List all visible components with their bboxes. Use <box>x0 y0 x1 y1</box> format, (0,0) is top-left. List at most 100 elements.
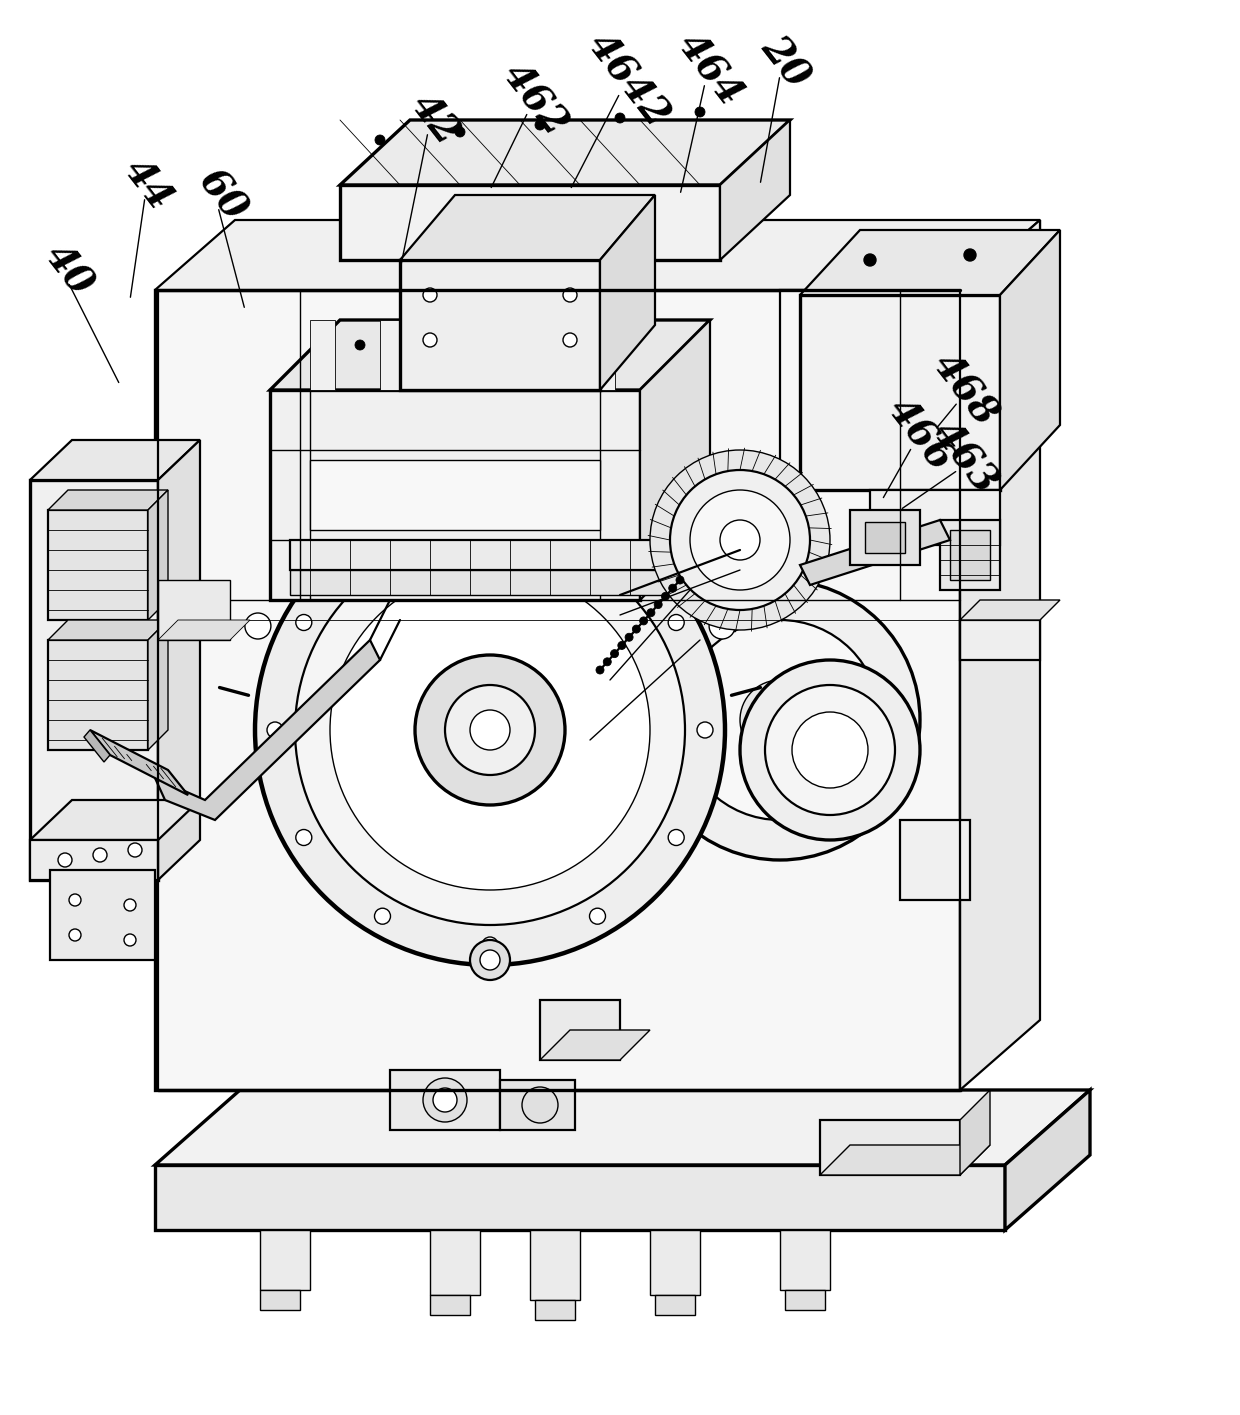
Polygon shape <box>155 640 379 821</box>
Polygon shape <box>391 1070 500 1131</box>
Text: 40: 40 <box>36 238 99 303</box>
Text: 42: 42 <box>403 88 466 153</box>
Polygon shape <box>270 320 711 391</box>
Circle shape <box>295 535 684 925</box>
Polygon shape <box>48 640 148 750</box>
Polygon shape <box>600 195 655 391</box>
Polygon shape <box>520 320 546 391</box>
Circle shape <box>523 483 549 509</box>
Polygon shape <box>650 1230 701 1295</box>
Circle shape <box>515 327 525 337</box>
Polygon shape <box>157 580 229 640</box>
Circle shape <box>689 490 790 590</box>
Circle shape <box>632 625 640 633</box>
Circle shape <box>69 930 81 941</box>
Polygon shape <box>529 1230 580 1300</box>
Polygon shape <box>30 841 157 880</box>
Text: 466: 466 <box>880 392 960 478</box>
Circle shape <box>765 685 895 815</box>
Polygon shape <box>155 290 960 1090</box>
Text: 44: 44 <box>117 151 180 218</box>
Polygon shape <box>91 730 188 795</box>
Polygon shape <box>155 219 1040 290</box>
Circle shape <box>668 614 684 631</box>
Circle shape <box>631 528 657 553</box>
Circle shape <box>128 843 143 857</box>
Polygon shape <box>800 519 950 584</box>
Polygon shape <box>999 231 1060 490</box>
Polygon shape <box>640 320 711 600</box>
Circle shape <box>668 584 677 593</box>
Circle shape <box>563 333 577 347</box>
Polygon shape <box>310 460 600 531</box>
Circle shape <box>595 321 605 331</box>
Circle shape <box>445 685 534 775</box>
Text: 462: 462 <box>495 57 575 143</box>
Polygon shape <box>290 541 701 570</box>
Polygon shape <box>539 1030 650 1060</box>
Text: 4642: 4642 <box>580 25 676 134</box>
Polygon shape <box>960 620 1040 659</box>
Polygon shape <box>950 531 990 580</box>
Circle shape <box>296 829 311 846</box>
Circle shape <box>330 570 650 890</box>
Circle shape <box>408 488 434 514</box>
Polygon shape <box>960 219 1040 1090</box>
Circle shape <box>124 934 136 947</box>
Circle shape <box>124 899 136 911</box>
Circle shape <box>720 519 760 560</box>
Polygon shape <box>655 1295 694 1315</box>
Circle shape <box>618 641 626 649</box>
Circle shape <box>93 848 107 862</box>
Circle shape <box>610 649 619 658</box>
Circle shape <box>963 249 976 260</box>
Circle shape <box>305 542 331 567</box>
Polygon shape <box>849 509 920 565</box>
Circle shape <box>596 666 604 674</box>
Polygon shape <box>960 1090 990 1174</box>
Circle shape <box>470 710 510 750</box>
Polygon shape <box>1004 1090 1090 1230</box>
Polygon shape <box>157 440 200 880</box>
Circle shape <box>267 722 283 739</box>
Polygon shape <box>155 1090 1090 1165</box>
Circle shape <box>709 613 735 640</box>
Polygon shape <box>50 870 155 959</box>
Circle shape <box>355 340 365 350</box>
Polygon shape <box>401 260 600 391</box>
Polygon shape <box>84 730 110 763</box>
Circle shape <box>792 712 868 788</box>
Polygon shape <box>960 600 1060 620</box>
Circle shape <box>482 937 498 952</box>
Text: 468: 468 <box>925 347 1004 433</box>
Circle shape <box>470 940 510 981</box>
Circle shape <box>864 255 875 266</box>
Polygon shape <box>157 620 250 640</box>
Circle shape <box>625 634 634 641</box>
Polygon shape <box>590 320 615 391</box>
Polygon shape <box>30 480 157 880</box>
Polygon shape <box>800 231 1060 294</box>
Circle shape <box>246 613 270 640</box>
Circle shape <box>647 608 655 617</box>
Circle shape <box>589 908 605 924</box>
Circle shape <box>534 120 546 130</box>
Circle shape <box>655 600 662 608</box>
Circle shape <box>668 829 684 846</box>
Polygon shape <box>148 490 167 620</box>
Circle shape <box>296 614 311 631</box>
Circle shape <box>697 722 713 739</box>
Circle shape <box>374 536 391 552</box>
Circle shape <box>423 289 436 301</box>
Circle shape <box>680 620 880 821</box>
Polygon shape <box>30 440 200 480</box>
Polygon shape <box>780 1230 830 1290</box>
Circle shape <box>480 949 500 971</box>
Circle shape <box>694 108 706 117</box>
Circle shape <box>433 1088 458 1112</box>
Circle shape <box>640 617 647 625</box>
Polygon shape <box>866 522 905 553</box>
Text: 20: 20 <box>754 30 817 95</box>
Polygon shape <box>30 799 200 841</box>
Polygon shape <box>430 1230 480 1295</box>
